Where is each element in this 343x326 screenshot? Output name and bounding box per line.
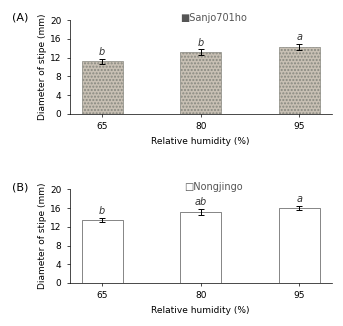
Bar (279, 208, 320, 283)
Text: b: b (99, 206, 105, 216)
Y-axis label: Diameter of stipe (mm): Diameter of stipe (mm) (38, 183, 47, 289)
Bar (82, 220, 123, 283)
Text: a: a (296, 32, 302, 42)
Bar (180, 212, 222, 283)
Text: ■Sanjo701ho: ■Sanjo701ho (180, 13, 247, 23)
Bar (82, 61, 123, 114)
Bar (180, 52, 222, 114)
Text: a: a (296, 194, 302, 204)
X-axis label: Relative humidity (%): Relative humidity (%) (152, 306, 250, 315)
Text: ab: ab (194, 198, 207, 207)
Text: b: b (198, 37, 204, 48)
Bar (279, 47, 320, 114)
Text: (A): (A) (12, 13, 28, 23)
Text: (B): (B) (12, 182, 28, 192)
Y-axis label: Diameter of stipe (mm): Diameter of stipe (mm) (38, 14, 47, 120)
X-axis label: Relative humidity (%): Relative humidity (%) (152, 137, 250, 146)
Text: □Nongjingo: □Nongjingo (185, 182, 243, 192)
Text: b: b (99, 47, 105, 57)
